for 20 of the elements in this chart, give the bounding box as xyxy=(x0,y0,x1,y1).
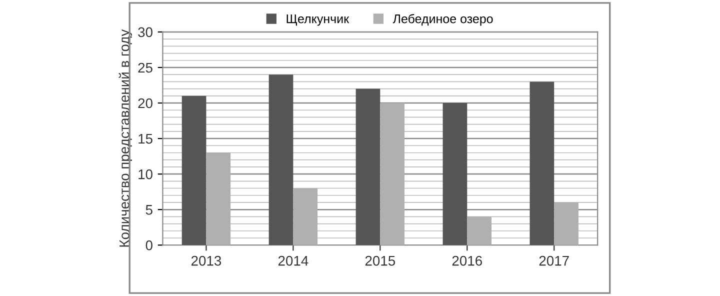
y-tick-label: 20 xyxy=(138,98,152,108)
y-tick-label: 10 xyxy=(138,169,152,180)
y-tick-label: 5 xyxy=(146,205,152,215)
x-tick-label: 2017 xyxy=(539,256,569,266)
x-tick-label: 2015 xyxy=(365,256,396,266)
legend-label: Лебединое озеро xyxy=(392,14,493,26)
x-tick-label: 2014 xyxy=(278,256,308,266)
bar xyxy=(530,82,554,246)
x-tick-label: 2016 xyxy=(452,256,482,266)
bar xyxy=(182,96,206,246)
bar xyxy=(442,103,468,246)
y-axis-title: Количество представлений в году xyxy=(118,29,132,247)
y-tick-label: 0 xyxy=(146,240,152,250)
y-tick-label: 25 xyxy=(138,62,152,73)
x-tick-label: 2013 xyxy=(191,256,222,266)
bar xyxy=(356,88,380,246)
y-tick-label: 30 xyxy=(138,27,152,38)
bar xyxy=(268,74,294,246)
y-tick-label: 15 xyxy=(138,134,152,144)
legend-label: Щелкунчик xyxy=(286,14,350,26)
